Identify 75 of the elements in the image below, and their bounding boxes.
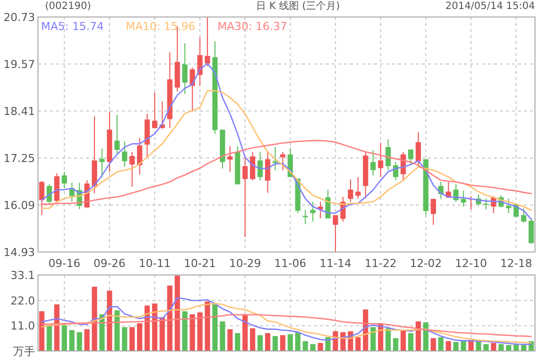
y-tick-label: 16.09 [4, 199, 35, 212]
text: (002190) [45, 1, 92, 12]
bar [174, 276, 180, 351]
bar [190, 314, 196, 351]
x-tick-label: 12-10 [455, 257, 487, 270]
bar [521, 345, 526, 351]
bar [122, 327, 128, 351]
bar [84, 329, 90, 351]
bar [258, 335, 263, 351]
bar [302, 341, 308, 351]
line-series [41, 314, 532, 338]
bar [386, 328, 391, 351]
bar [498, 344, 504, 351]
bar [129, 327, 135, 351]
bar [54, 304, 60, 351]
bar [430, 338, 436, 351]
bar [453, 342, 459, 351]
x-tick-label: 11-06 [274, 257, 306, 270]
y-tick-label: 33.1 [10, 269, 35, 282]
bar [182, 311, 188, 351]
x-tick-label: 11-14 [319, 257, 352, 270]
bar [220, 321, 226, 351]
bar [265, 333, 270, 351]
x-tick-label: 10-21 [184, 257, 216, 270]
bar [393, 338, 398, 351]
bar [167, 286, 172, 351]
bar [62, 325, 67, 351]
bar [378, 324, 384, 351]
bar [152, 303, 158, 351]
bar [160, 317, 165, 351]
text: 2014/05/14 15:04 [445, 1, 535, 12]
bar [288, 334, 293, 351]
bar [46, 325, 52, 351]
bar [39, 311, 44, 351]
y-tick-label: 20.73 [4, 11, 35, 24]
bar [212, 304, 218, 351]
bar [355, 337, 361, 351]
bar [416, 321, 421, 351]
y-tick-label: 万手 [13, 345, 35, 358]
legend: MA5: 15.74 MA10: 15.96 MA30: 16.37 [41, 20, 288, 33]
bar [506, 345, 512, 351]
bar [137, 323, 142, 351]
x-tick-label: 09-16 [48, 257, 80, 270]
y-tick-label: 19.57 [4, 58, 35, 71]
y-tick-label: 11.0 [10, 320, 35, 333]
y-tick-label: 14.93 [4, 246, 35, 259]
bar [295, 332, 300, 351]
bar [408, 333, 414, 351]
chart-title: 日 K 线图 (三个月) [256, 0, 340, 12]
bar [144, 306, 150, 351]
bar [227, 329, 233, 351]
bar [483, 344, 489, 351]
line-series [41, 297, 532, 345]
bar [438, 337, 444, 351]
x-tick-label: 11-22 [364, 257, 397, 270]
bar [310, 344, 316, 351]
y-tick-label: 18.41 [4, 105, 35, 118]
bar [400, 330, 406, 351]
bar [76, 332, 82, 351]
bar [250, 328, 256, 351]
bar [272, 336, 278, 351]
y-tick-label: 17.25 [4, 152, 35, 165]
bar [69, 330, 75, 351]
x-tick-label: 09-26 [94, 257, 126, 270]
bar [423, 322, 428, 351]
bar [280, 335, 286, 351]
line-series [41, 303, 532, 344]
x-tick-label: 10-11 [138, 257, 171, 270]
y-tick-label: 22.0 [10, 294, 35, 308]
bar [446, 341, 452, 351]
bar [197, 312, 203, 351]
x-tick-label: 10-29 [229, 257, 262, 270]
x-tick-label: 12-18 [500, 257, 532, 270]
bar [234, 333, 240, 351]
x-tick-label: 12-02 [410, 257, 442, 270]
